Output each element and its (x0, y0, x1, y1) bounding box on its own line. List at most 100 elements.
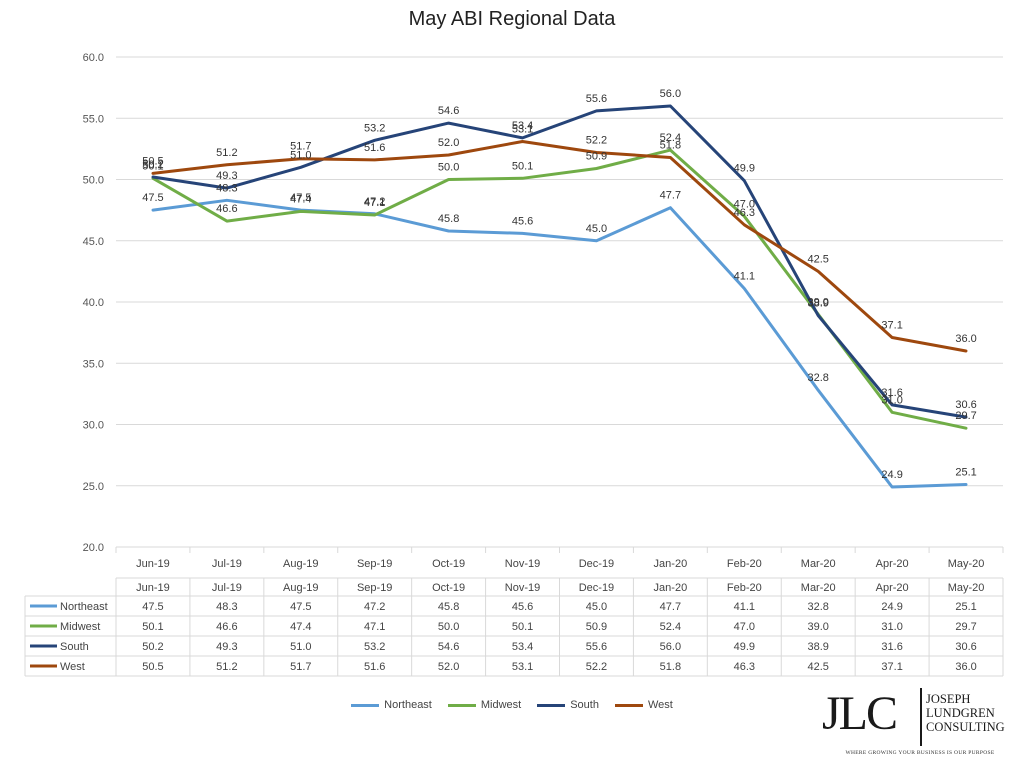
table-cell: 50.9 (586, 621, 607, 633)
table-header-cell: Jan-20 (654, 582, 688, 594)
data-label: 53.1 (512, 124, 533, 136)
y-tick-label: 25.0 (83, 481, 104, 493)
logo-name-line: LUNDGREN (926, 706, 995, 720)
series-line (151, 140, 968, 353)
data-label: 50.2 (142, 159, 163, 171)
legend-label: West (647, 699, 673, 711)
table-cell: 45.6 (512, 601, 533, 613)
table-cell: 47.5 (290, 601, 311, 613)
legend-item: West (614, 699, 673, 711)
chart-title: May ABI Regional Data (408, 8, 616, 30)
legend-item: Northeast (351, 699, 432, 711)
data-label: 50.1 (142, 160, 163, 172)
x-tick-label: Dec-19 (579, 558, 614, 570)
table-cell: 52.2 (586, 661, 607, 673)
series-line (151, 198, 968, 489)
series-line (151, 104, 968, 419)
table-header-cell: Apr-20 (876, 582, 909, 594)
data-label: 47.7 (660, 190, 681, 202)
table-header-cell: Sep-19 (357, 582, 392, 594)
legend-swatch (351, 703, 380, 707)
table-header-cell: Nov-19 (505, 582, 540, 594)
data-label: 49.3 (216, 170, 237, 182)
data-label: 45.6 (512, 215, 533, 227)
data-label: 50.5 (142, 155, 163, 167)
data-label: 47.4 (290, 193, 311, 205)
data-label: 53.4 (512, 120, 533, 132)
data-label: 36.0 (955, 333, 976, 345)
series-line (151, 148, 968, 430)
data-label: 51.2 (216, 147, 237, 159)
data-label: 51.8 (660, 139, 681, 151)
table-row-label: Northeast (60, 601, 108, 613)
table-cell: 49.9 (734, 641, 755, 653)
data-label: 51.0 (290, 149, 311, 161)
data-label: 45.0 (586, 223, 607, 235)
table-cell: 47.2 (364, 601, 385, 613)
legend-swatch (537, 703, 566, 707)
table-cell: 56.0 (660, 641, 681, 653)
logo-name-line: CONSULTING (926, 720, 1005, 734)
y-tick-label: 55.0 (83, 113, 104, 125)
table-cell: 50.0 (438, 621, 459, 633)
data-label: 53.2 (364, 122, 385, 134)
table-cell: 47.5 (142, 601, 163, 613)
data-label: 42.5 (807, 253, 828, 265)
table-cell: 47.7 (660, 601, 681, 613)
data-label: 51.6 (364, 142, 385, 154)
logo-company-name: JOSEPH LUNDGREN CONSULTING (926, 692, 1022, 734)
data-label: 46.3 (734, 207, 755, 219)
y-tick-label: 30.0 (83, 420, 104, 432)
table-cell: 47.0 (734, 621, 755, 633)
table-cell: 39.0 (807, 621, 828, 633)
table-cell: 46.6 (216, 621, 237, 633)
data-label: 24.9 (881, 469, 902, 481)
table-cell: 24.9 (881, 601, 902, 613)
table-cell: 36.0 (955, 661, 976, 673)
table-row-label: West (60, 661, 85, 673)
table-cell: 50.2 (142, 641, 163, 653)
logo-mark: JLC (822, 687, 898, 740)
table-cell: 51.8 (660, 661, 681, 673)
data-label: 52.4 (660, 132, 681, 144)
y-tick-label: 40.0 (83, 297, 104, 309)
legend-item: Midwest (447, 699, 522, 711)
x-tick-label: Oct-19 (432, 558, 465, 570)
data-label: 47.5 (142, 192, 163, 204)
legend-swatch (614, 703, 643, 707)
table-cell: 31.0 (881, 621, 902, 633)
legend-label: Midwest (480, 699, 522, 711)
x-tick-label: Jul-19 (212, 558, 242, 570)
data-label: 48.3 (216, 182, 237, 194)
table-cell: 29.7 (955, 621, 976, 633)
table-row-label: South (60, 641, 89, 653)
y-tick-label: 20.0 (83, 542, 104, 554)
table-header-cell: Oct-19 (432, 582, 465, 594)
data-label: 45.8 (438, 213, 459, 225)
table-cell: 25.1 (955, 601, 976, 613)
table-cell: 47.1 (364, 621, 385, 633)
data-label: 38.9 (807, 297, 828, 309)
table-header-cell: May-20 (948, 582, 985, 594)
table-cell: 48.3 (216, 601, 237, 613)
legend-label: Northeast (384, 699, 432, 711)
table-cell: 46.3 (734, 661, 755, 673)
table-row-label: Midwest (60, 621, 100, 633)
data-label: 56.0 (660, 88, 681, 100)
table-header-cell: Jul-19 (212, 582, 242, 594)
table-cell: 51.6 (364, 661, 385, 673)
table-cell: 51.0 (290, 641, 311, 653)
data-label: 52.0 (438, 137, 459, 149)
x-tick-label: Jun-19 (136, 558, 170, 570)
y-tick-label: 35.0 (83, 358, 104, 370)
data-label: 29.7 (955, 410, 976, 422)
table-cell: 50.5 (142, 661, 163, 673)
data-label: 54.6 (438, 105, 459, 117)
table-cell: 30.6 (955, 641, 976, 653)
data-label: 51.7 (290, 141, 311, 153)
logo-tagline: WHERE GROWING YOUR BUSINESS IS OUR PURPO… (845, 750, 995, 756)
data-label: 50.0 (438, 162, 459, 174)
data-label: 47.5 (290, 192, 311, 204)
data-label: 47.1 (364, 197, 385, 209)
data-label: 39.0 (807, 296, 828, 308)
